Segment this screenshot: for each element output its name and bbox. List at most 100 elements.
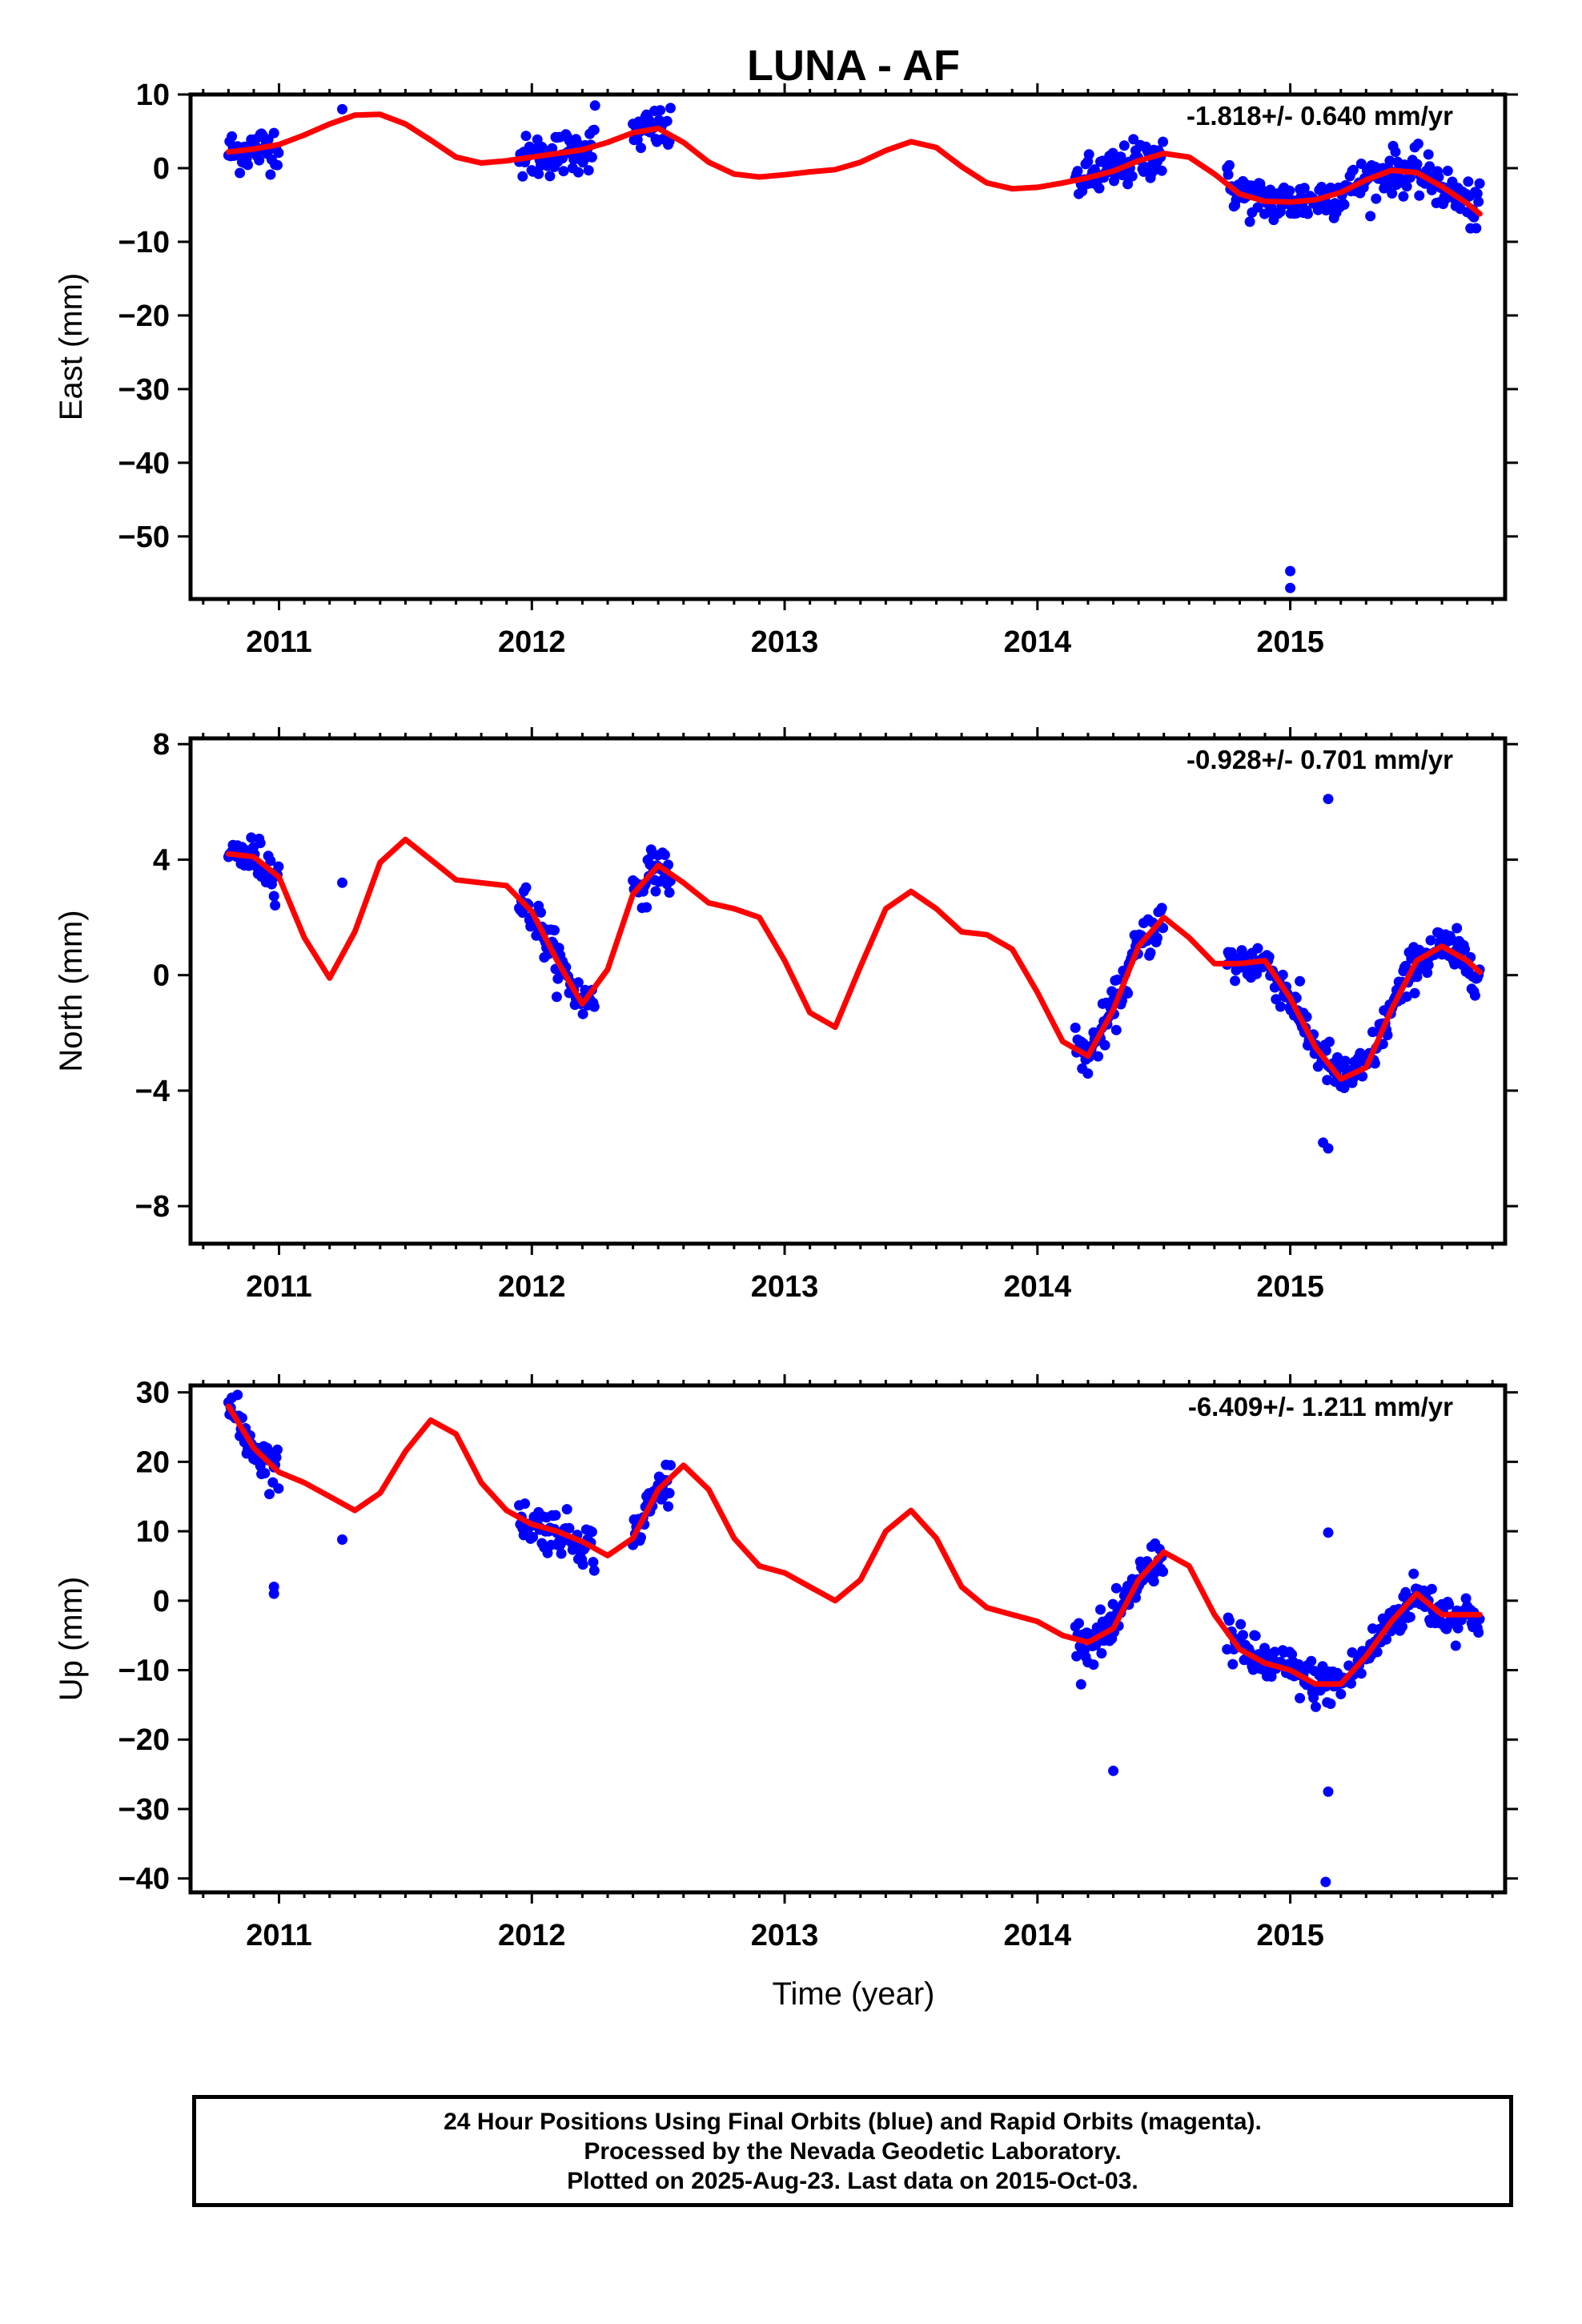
chart-title: LUNA - AF (747, 42, 960, 90)
data-point (272, 159, 283, 171)
data-point (1452, 923, 1463, 934)
data-point (1404, 1611, 1415, 1622)
data-point (1083, 149, 1094, 160)
data-point (664, 887, 675, 898)
footer-line-1: 24 Hour Positions Using Final Orbits (bl… (444, 2108, 1262, 2135)
data-point (641, 902, 652, 913)
data-point (586, 1526, 597, 1538)
data-point (551, 991, 562, 1003)
data-point (1365, 211, 1376, 222)
data-point (259, 1468, 271, 1479)
plot-frame (188, 92, 1508, 601)
data-point (1285, 565, 1296, 577)
data-point (1325, 1699, 1336, 1709)
y-axis-title: East (mm) (54, 273, 89, 420)
y-tick-label: −40 (118, 447, 170, 480)
data-point (1371, 193, 1382, 204)
data-point (1250, 1630, 1261, 1642)
data-point (1411, 159, 1423, 170)
data-point (586, 151, 597, 163)
data-point (572, 137, 583, 148)
x-tick-label: 2012 (498, 625, 566, 659)
data-point (1275, 1001, 1286, 1012)
data-point (1369, 1058, 1380, 1069)
data-point (1339, 199, 1350, 210)
data-point (1110, 1582, 1122, 1594)
data-point (1355, 1668, 1367, 1679)
data-point (650, 886, 661, 897)
data-point (1244, 216, 1255, 227)
data-point (1223, 169, 1234, 180)
data-point (1122, 179, 1134, 190)
data-point (1433, 171, 1444, 183)
data-point (268, 891, 279, 902)
data-point (1339, 1055, 1351, 1067)
y-tick-label: 0 (153, 1585, 170, 1618)
footer-box: 24 Hour Positions Using Final Orbits (bl… (192, 2095, 1513, 2207)
y-tick-label: −20 (118, 300, 170, 333)
data-point (520, 882, 532, 893)
data-point (1371, 1647, 1383, 1658)
data-point (1082, 1068, 1094, 1079)
data-point (572, 977, 584, 988)
data-point (268, 1588, 279, 1599)
data-point (1295, 1693, 1306, 1703)
data-point (1463, 176, 1474, 187)
data-point (663, 1501, 674, 1512)
data-point (337, 103, 347, 115)
data-point (1158, 136, 1169, 147)
y-tick-label: 20 (136, 1445, 170, 1479)
data-point (1401, 181, 1412, 192)
footer-line-3: Plotted on 2025-Aug-23. Last data on 201… (567, 2167, 1138, 2194)
data-point (246, 832, 257, 843)
data-point (1472, 188, 1483, 199)
data-points (223, 100, 1485, 593)
data-point (1099, 1039, 1110, 1051)
data-point (1299, 183, 1310, 194)
data-point (1108, 1765, 1119, 1776)
y-tick-label: −40 (118, 1863, 170, 1896)
data-point (1156, 165, 1167, 176)
data-point (636, 143, 646, 154)
data-point (1252, 943, 1263, 954)
data-point (659, 850, 670, 860)
data-point (1425, 935, 1436, 946)
data-point (1397, 1621, 1407, 1632)
data-point (588, 124, 600, 135)
y-tick-label: −30 (118, 373, 170, 407)
data-point (1303, 208, 1313, 219)
fit-line (225, 111, 1483, 217)
data-point (1450, 1640, 1461, 1651)
data-point (273, 1483, 284, 1494)
data-point (1324, 1036, 1335, 1047)
data-point (337, 1534, 347, 1545)
data-point (665, 1460, 676, 1471)
data-point (1235, 1618, 1247, 1630)
data-point (564, 1522, 575, 1534)
data-point (1224, 159, 1235, 171)
data-point (1460, 943, 1471, 955)
data-point (1473, 196, 1484, 207)
data-point (270, 900, 281, 911)
data-point (1112, 974, 1123, 985)
data-point (542, 1547, 553, 1558)
data-point (1110, 1024, 1122, 1035)
data-point (1408, 1568, 1419, 1579)
data-point (268, 127, 279, 139)
rate-label: -0.928+/- 0.701 mm/yr (1186, 745, 1453, 774)
x-tick-label: 2015 (1256, 1919, 1324, 1952)
x-tick-label: 2013 (751, 1919, 819, 1952)
data-point (273, 861, 284, 872)
data-point (1089, 164, 1100, 175)
data-point (1093, 1051, 1104, 1062)
x-tick-label: 2014 (1004, 1270, 1072, 1304)
data-point (1474, 178, 1485, 189)
footer-line-2: Processed by the Nevada Geodetic Laborat… (584, 2137, 1122, 2165)
data-point (661, 115, 673, 127)
data-point (1414, 190, 1425, 201)
data-point (1423, 149, 1434, 160)
panel-north: 2011 2012 2013 2014 2015 8 4 0 −4 −8 North (mm) -0.… (54, 727, 1518, 1304)
data-point (1277, 969, 1288, 980)
data-point (636, 1532, 646, 1543)
data-point (1471, 223, 1482, 234)
